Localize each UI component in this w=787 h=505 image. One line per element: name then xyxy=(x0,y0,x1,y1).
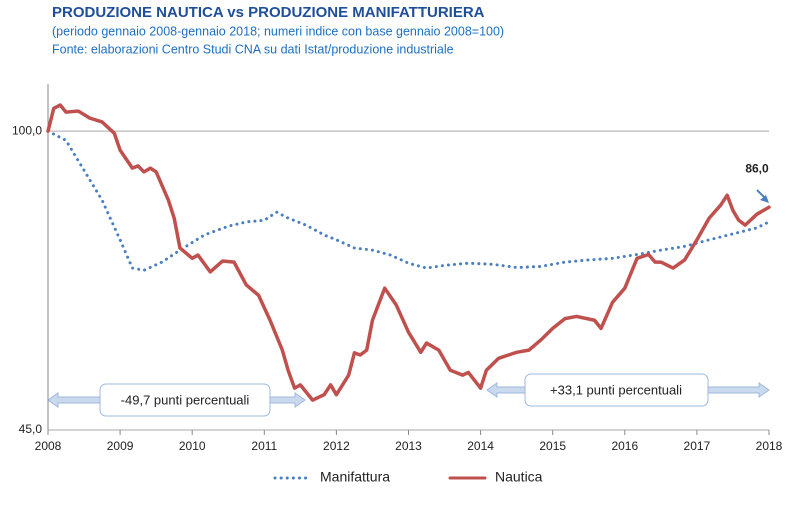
x-tick-label: 2011 xyxy=(251,439,277,453)
y-tick-label: 45,0 xyxy=(19,422,43,436)
x-tick-label: 2013 xyxy=(395,439,422,453)
x-tick-label: 2009 xyxy=(107,439,134,453)
line-series xyxy=(46,129,771,272)
x-tick-label: 2010 xyxy=(179,439,206,453)
x-tick-label: 2015 xyxy=(539,439,566,453)
x-tick-label: 2016 xyxy=(611,439,638,453)
chart-subtitle: (periodo gennaio 2008-gennaio 2018; nume… xyxy=(52,24,504,38)
x-tick-label: 2014 xyxy=(467,439,494,453)
legend-label: Manifattura xyxy=(320,469,390,485)
x-tick-label: 2018 xyxy=(756,439,783,453)
data-label: 86,0 xyxy=(745,161,769,175)
x-tick-label: 2012 xyxy=(323,439,350,453)
line-series xyxy=(46,103,771,402)
chart-title: PRODUZIONE NAUTICA vs PRODUZIONE MANIFAT… xyxy=(52,4,485,21)
chart-subtitle: Fonte: elaborazioni Centro Studi CNA su … xyxy=(52,42,454,56)
legend-label: Nautica xyxy=(495,469,543,485)
x-tick-label: 2008 xyxy=(35,439,62,453)
annotation-box xyxy=(524,373,709,407)
label-arrow xyxy=(760,195,769,203)
annotation-box xyxy=(99,383,271,417)
x-tick-label: 2017 xyxy=(684,439,711,453)
annotation: -49,7 punti percentuali xyxy=(121,392,250,407)
annotation: +33,1 punti percentuali xyxy=(550,382,682,397)
y-tick-label: 100,0 xyxy=(12,123,42,137)
